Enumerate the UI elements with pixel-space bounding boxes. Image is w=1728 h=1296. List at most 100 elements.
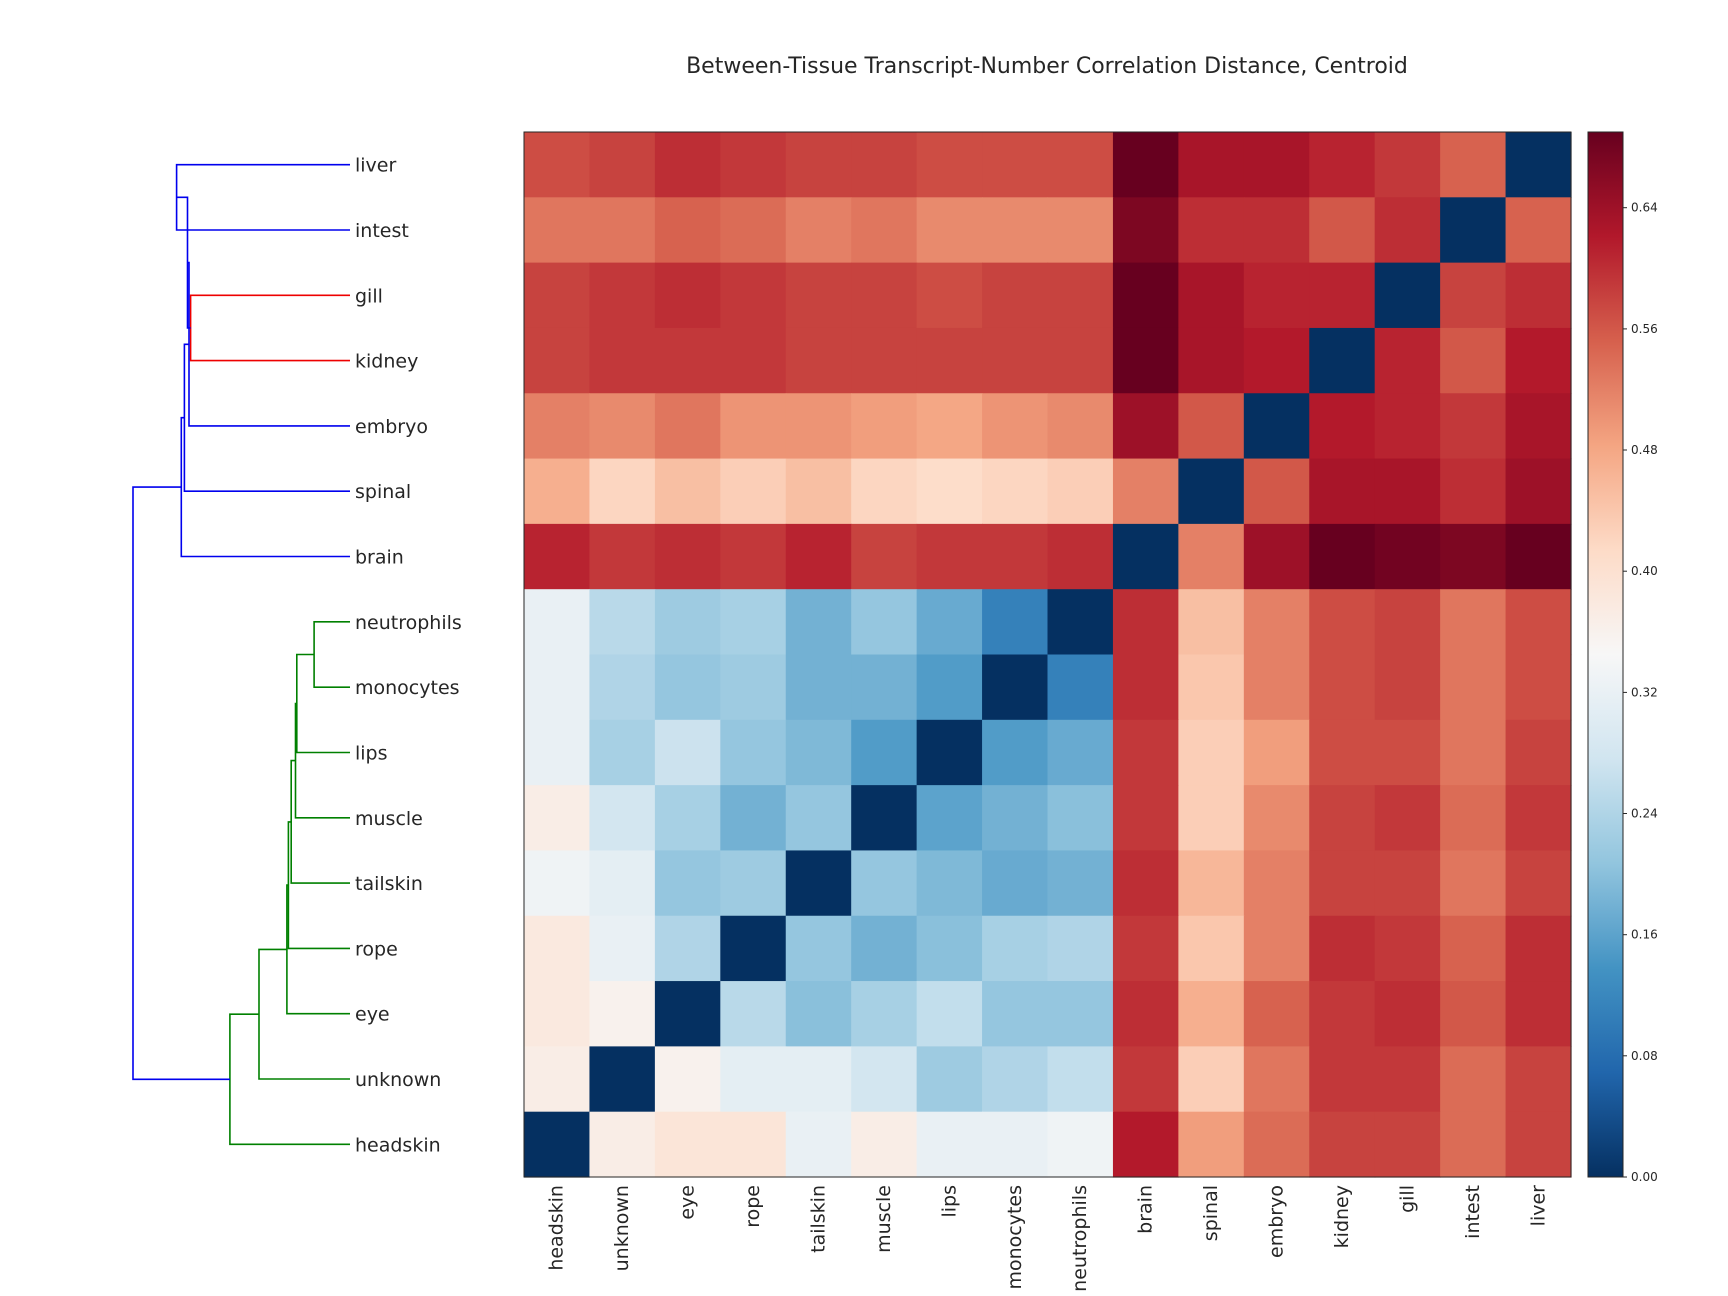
- cell-brain-tailskin: [785, 523, 852, 590]
- row-label-headskin: headskin: [355, 1134, 441, 1156]
- colorbar-tick-label: 0.64: [1631, 201, 1658, 215]
- cell-unknown-rope: [720, 1046, 787, 1113]
- cell-muscle-liver: [1505, 785, 1572, 852]
- cell-unknown-brain: [1112, 1046, 1179, 1113]
- cell-liver-neutrophils: [1047, 132, 1114, 198]
- cell-kidney-monocytes: [982, 327, 1049, 394]
- cell-brain-embryo: [1243, 523, 1310, 590]
- col-label-muscle: muscle: [873, 1185, 895, 1253]
- cell-headskin-tailskin: [785, 1111, 852, 1178]
- cell-unknown-neutrophils: [1047, 1046, 1114, 1113]
- cell-embryo-monocytes: [982, 393, 1049, 460]
- cell-embryo-rope: [720, 393, 787, 460]
- chart-title: Between-Tissue Transcript-Number Correla…: [686, 54, 1408, 79]
- cell-headskin-spinal: [1178, 1111, 1245, 1178]
- cell-embryo-muscle: [851, 393, 918, 460]
- cell-rope-unknown: [589, 915, 656, 982]
- cell-tailskin-embryo: [1243, 850, 1310, 917]
- heatmap-cells: [524, 132, 1572, 1178]
- cell-gill-kidney: [1309, 262, 1376, 329]
- colorbar-tick-label: 0.32: [1631, 685, 1658, 699]
- col-label-rope: rope: [742, 1185, 764, 1228]
- cell-monocytes-headskin: [524, 654, 591, 721]
- cell-rope-spinal: [1178, 915, 1245, 982]
- cell-neutrophils-rope: [720, 589, 787, 656]
- cell-eye-eye: [654, 981, 721, 1047]
- cell-eye-lips: [916, 981, 983, 1047]
- colorbar-tick-label: 0.48: [1631, 443, 1658, 457]
- dendrogram-link-4: [183, 343, 350, 492]
- cell-brain-kidney: [1309, 523, 1376, 590]
- cell-monocytes-muscle: [851, 654, 918, 721]
- cell-spinal-unknown: [589, 458, 656, 525]
- cell-tailskin-monocytes: [982, 850, 1049, 917]
- cell-lips-muscle: [851, 719, 918, 786]
- cell-monocytes-rope: [720, 654, 787, 721]
- cell-liver-rope: [720, 132, 787, 198]
- cell-unknown-lips: [916, 1046, 983, 1113]
- cell-unknown-spinal: [1178, 1046, 1245, 1113]
- cell-liver-tailskin: [785, 132, 852, 198]
- row-label-spinal: spinal: [355, 481, 411, 503]
- cell-kidney-rope: [720, 327, 787, 394]
- cell-lips-eye: [654, 719, 721, 786]
- cell-spinal-rope: [720, 458, 787, 525]
- dendrogram-link-5: [180, 416, 350, 558]
- cell-embryo-spinal: [1178, 393, 1245, 460]
- dendrogram-link-10: [287, 821, 350, 950]
- row-labels: liver intest gill kidney embryo spinal brain ne…: [355, 155, 462, 1157]
- colorbar-tick-label: 0.16: [1631, 928, 1658, 942]
- cell-headskin-muscle: [851, 1111, 918, 1178]
- dendrogram-link-11: [286, 884, 350, 1015]
- cell-brain-neutrophils: [1047, 523, 1114, 590]
- row-label-neutrophils: neutrophils: [355, 612, 462, 634]
- dendrogram: [132, 163, 350, 1146]
- cell-lips-liver: [1505, 719, 1572, 786]
- cell-eye-intest: [1440, 981, 1507, 1047]
- cell-eye-tailskin: [785, 981, 852, 1047]
- cell-brain-eye: [654, 523, 721, 590]
- cell-liver-spinal: [1178, 132, 1245, 198]
- cell-liver-kidney: [1309, 132, 1376, 198]
- col-label-eye: eye: [677, 1185, 699, 1220]
- cell-lips-headskin: [524, 719, 591, 786]
- cell-neutrophils-embryo: [1243, 589, 1310, 656]
- cell-gill-brain: [1112, 262, 1179, 329]
- cell-monocytes-tailskin: [785, 654, 852, 721]
- col-label-monocytes: monocytes: [1004, 1185, 1026, 1290]
- col-label-neutrophils: neutrophils: [1069, 1185, 1091, 1292]
- cell-liver-embryo: [1243, 132, 1310, 198]
- cell-tailskin-gill: [1374, 850, 1441, 917]
- cell-liver-intest: [1440, 132, 1507, 198]
- cell-kidney-kidney: [1309, 327, 1376, 394]
- cell-intest-neutrophils: [1047, 197, 1114, 264]
- cell-unknown-unknown: [589, 1046, 656, 1113]
- cell-lips-monocytes: [982, 719, 1049, 786]
- cell-brain-brain: [1112, 523, 1179, 590]
- cell-gill-intest: [1440, 262, 1507, 329]
- cell-intest-tailskin: [785, 197, 852, 264]
- dendrogram-link-9: [290, 759, 350, 884]
- cell-gill-eye: [654, 262, 721, 329]
- cell-headskin-monocytes: [982, 1111, 1049, 1178]
- cell-lips-intest: [1440, 719, 1507, 786]
- cell-kidney-liver: [1505, 327, 1572, 394]
- cell-gill-muscle: [851, 262, 918, 329]
- row-label-unknown: unknown: [355, 1069, 441, 1091]
- colorbar: [1588, 132, 1623, 1177]
- cell-gill-liver: [1505, 262, 1572, 329]
- cell-muscle-gill: [1374, 785, 1441, 852]
- cell-gill-rope: [720, 262, 787, 329]
- cell-unknown-monocytes: [982, 1046, 1049, 1113]
- cell-kidney-embryo: [1243, 327, 1310, 394]
- cell-kidney-eye: [654, 327, 721, 394]
- colorbar-tick-label: 0.40: [1631, 564, 1658, 578]
- cell-lips-tailskin: [785, 719, 852, 786]
- row-label-kidney: kidney: [355, 351, 418, 373]
- cell-neutrophils-unknown: [589, 589, 656, 656]
- cell-embryo-eye: [654, 393, 721, 460]
- cell-intest-lips: [916, 197, 983, 264]
- cell-lips-gill: [1374, 719, 1441, 786]
- cell-liver-unknown: [589, 132, 656, 198]
- cell-liver-headskin: [524, 132, 591, 198]
